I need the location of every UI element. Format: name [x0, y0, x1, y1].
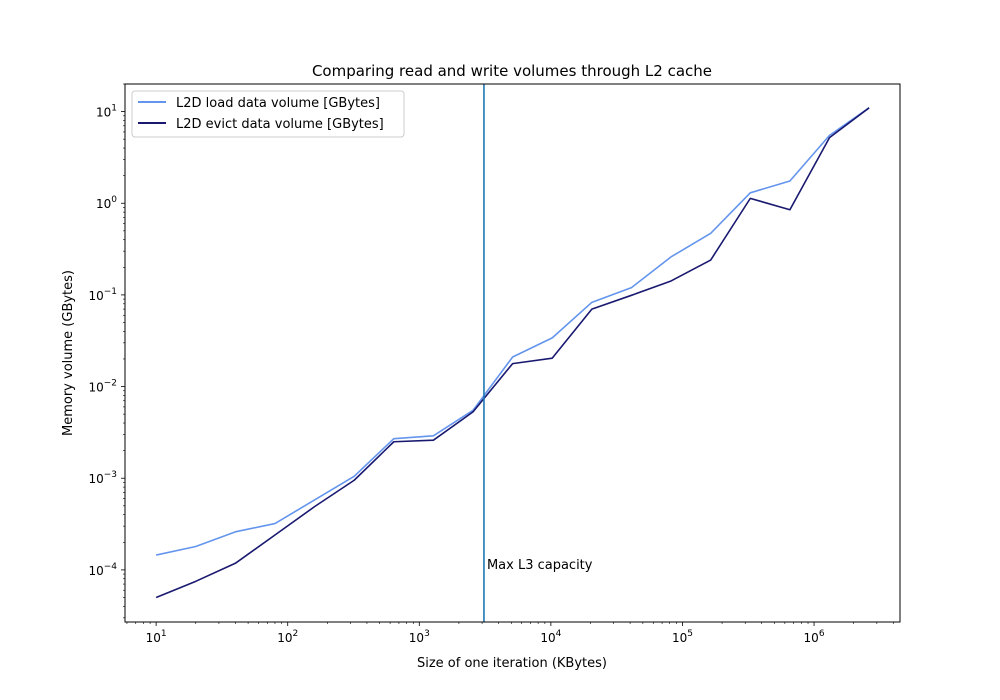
x-tick-label: 101 [146, 629, 167, 645]
max-l3-capacity-label: Max L3 capacity [487, 558, 593, 573]
legend: L2D load data volume [GBytes] L2D evict … [131, 90, 405, 138]
legend-box [131, 90, 405, 138]
y-tick-label: 10−1 [88, 287, 117, 303]
x-tick-label: 106 [804, 629, 825, 645]
legend-label-evict: L2D evict data volume [GBytes] [176, 117, 384, 132]
series-lines [155, 107, 870, 599]
y-axis-label: Memory volume (GBytes) [61, 270, 76, 436]
series-line-evict [155, 107, 870, 599]
chart-title: Comparing read and write volumes through… [312, 62, 712, 80]
tick-labels: 101 102 103 104 105 106 10−4 10−3 10−2 10−1 100 101 [88, 104, 824, 645]
legend-label-load: L2D load data volume [GBytes] [176, 96, 380, 111]
series-line-load [155, 107, 870, 556]
y-tick-label: 10−2 [88, 379, 117, 395]
plot-frame [124, 83, 901, 623]
y-tick-label: 101 [96, 104, 117, 120]
y-tick-label: 100 [96, 195, 117, 211]
x-tick-label: 102 [277, 629, 298, 645]
x-tick-label: 103 [409, 629, 430, 645]
x-axis-label: Size of one iteration (KBytes) [417, 656, 607, 671]
x-tick-label: 104 [540, 629, 561, 645]
x-tick-label: 105 [672, 629, 693, 645]
y-tick-label: 10−4 [88, 562, 117, 578]
y-tick-label: 10−3 [88, 470, 117, 486]
major-ticks [121, 111, 815, 626]
